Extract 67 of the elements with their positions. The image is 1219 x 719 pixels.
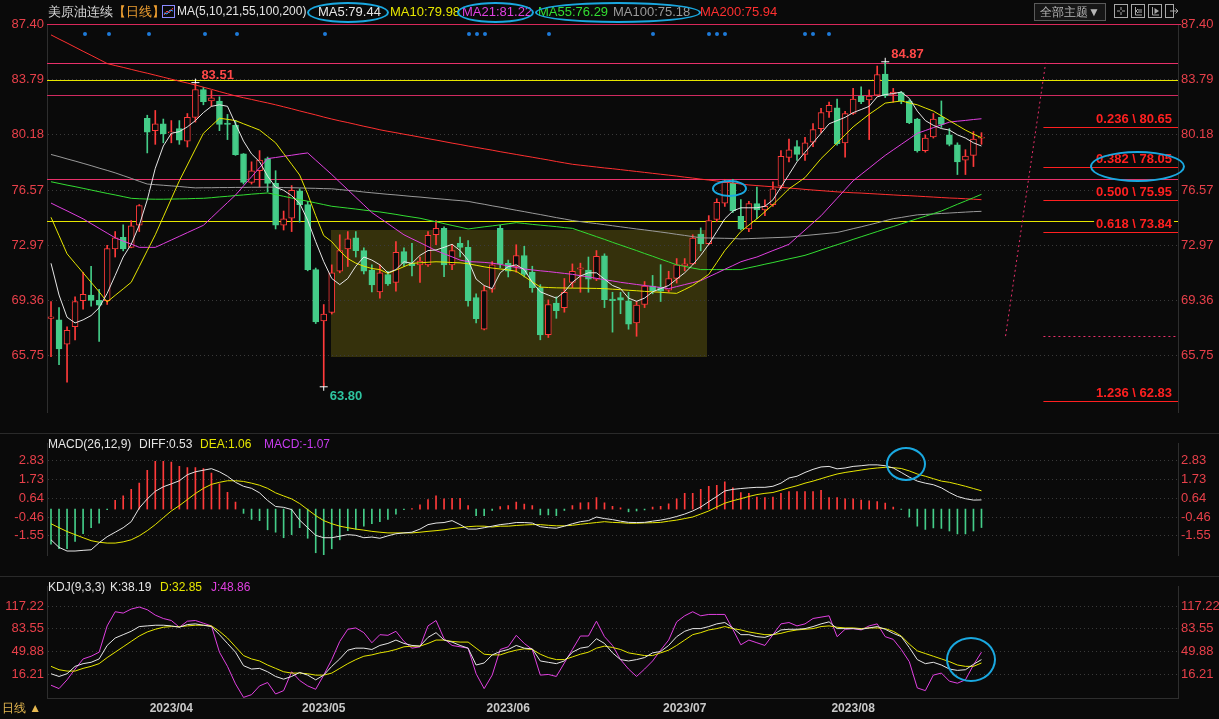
y2-tick-label: 87.40 — [1181, 15, 1214, 31]
y2-tick-label: 0.64 — [1181, 489, 1207, 505]
y-tick-label: -1.55 — [14, 527, 44, 543]
text: MA10:79.98 — [390, 3, 461, 20]
legend-title: MA(5,10,21,55,100,200) — [177, 3, 307, 20]
chart-subtitle: 【日线】 — [113, 4, 165, 19]
text: D:32.85 — [160, 579, 203, 595]
x-tick-label: 2023/08 — [831, 700, 876, 715]
y-tick-label: 76.57 — [11, 181, 44, 197]
y2-tick-label: 16.21 — [1181, 665, 1214, 681]
y2-tick-label: 117.22 — [1181, 597, 1219, 613]
y2-tick-label: 80.18 — [1181, 126, 1214, 142]
ref-line-label: 0.382 \ 78.05 — [1096, 150, 1172, 166]
y-tick-label: 72.97 — [11, 236, 44, 252]
candlestick — [47, 301, 55, 357]
y-tick-label: 117.22 — [5, 597, 44, 613]
text: MA5:79.44 — [318, 3, 381, 20]
text: MA55:76.29 — [538, 3, 609, 20]
y2-tick-label: 72.97 — [1181, 236, 1214, 252]
y2-tick-label: 83.55 — [1181, 620, 1214, 636]
series-label: DIFF:0.53 — [139, 436, 193, 452]
legend-title: KDJ(9,3,3) — [48, 579, 106, 595]
y2-tick-label: 49.88 — [1181, 643, 1214, 659]
text: K:38.19 — [110, 579, 152, 595]
y2-tick-label: 2.83 — [1181, 451, 1207, 467]
ref-line-label: 0.500 \ 75.95 — [1096, 183, 1172, 199]
ref-line-label: 0.618 \ 73.84 — [1096, 215, 1173, 231]
x-tick-label: 2023/07 — [663, 700, 707, 715]
y-tick-label: 2.83 — [18, 451, 44, 467]
y-tick-label: 1.73 — [18, 470, 44, 486]
x-tick-label: 2023/04 — [149, 700, 194, 715]
y2-tick-label: 76.57 — [1181, 181, 1214, 197]
y2-tick-label: 69.36 — [1181, 292, 1214, 308]
annotation: 63.80 — [329, 387, 363, 403]
y2-tick-label: -1.55 — [1181, 527, 1211, 543]
y-tick-label: 80.18 — [11, 126, 44, 142]
annotation: 84.87 — [891, 45, 924, 61]
y-tick-label: 49.88 — [11, 643, 44, 659]
text: 日线 ▲ — [2, 701, 42, 715]
y2-tick-label: 1.73 — [1181, 470, 1207, 486]
candlestick — [63, 326, 71, 383]
text: MA21:81.22 — [462, 3, 533, 20]
y-tick-label: 65.75 — [11, 347, 44, 363]
chart-title: 美原油连续 — [48, 4, 113, 19]
y-tick-label: 69.36 — [11, 292, 44, 308]
y-tick-label: 83.79 — [11, 70, 44, 86]
x-tick-label: 2023/05 — [302, 700, 346, 715]
y-tick-label: -0.46 — [14, 508, 44, 524]
y-tick-label: 87.40 — [11, 15, 44, 31]
text: MA200:75.94 — [700, 3, 778, 20]
text: DEA:1.06 — [200, 436, 252, 452]
x-tick-label: 2023/06 — [486, 700, 531, 715]
annotation: 83.51 — [201, 66, 234, 82]
ref-line-label: 1.236 \ 62.83 — [1096, 384, 1172, 400]
y-tick-label: 16.21 — [11, 665, 44, 681]
y-tick-label: 83.55 — [11, 620, 44, 636]
y2-tick-label: 65.75 — [1181, 347, 1214, 363]
ref-line-label: 0.236 \ 80.65 — [1096, 110, 1172, 126]
candlestick — [151, 110, 159, 145]
text: J:48.86 — [211, 579, 251, 595]
dropdown-button: 全部主题▼ — [1034, 3, 1106, 21]
y-tick-label: 0.64 — [18, 489, 44, 505]
annotation: MACD:-1.07 — [264, 437, 331, 451]
y2-tick-label: -0.46 — [1181, 508, 1211, 524]
legend-title: MACD(26,12,9) — [48, 436, 132, 452]
y2-tick-label: 83.79 — [1181, 70, 1214, 86]
text: MA100:75.18 — [613, 3, 691, 20]
